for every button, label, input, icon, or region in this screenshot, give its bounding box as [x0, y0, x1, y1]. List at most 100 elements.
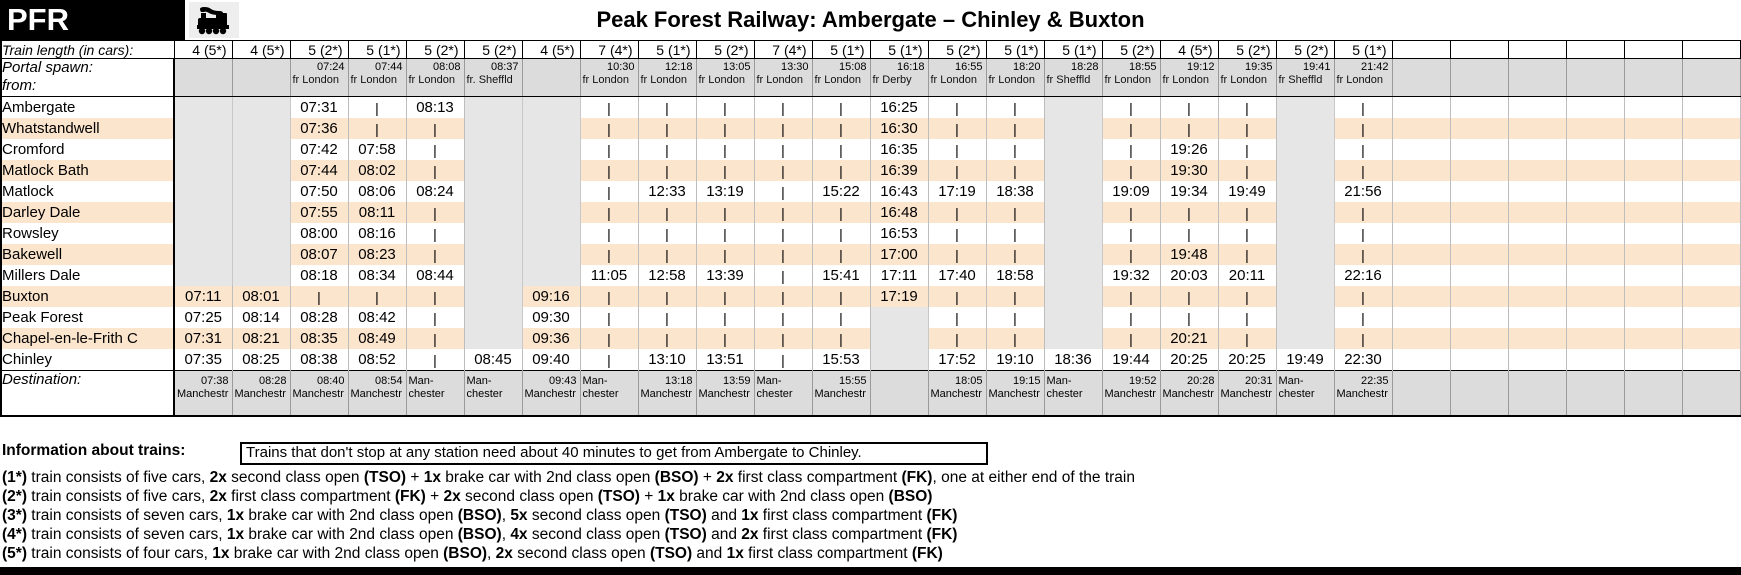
- portal-spawn-cell: 08:08 fr London: [406, 58, 465, 97]
- portal-from-label: from:: [2, 77, 37, 94]
- pass-through-cell: |: [754, 307, 813, 328]
- no-service-cell: [1044, 223, 1103, 244]
- time-cell: [1450, 286, 1509, 307]
- pass-through-cell: |: [406, 244, 465, 265]
- no-service-cell: [1276, 160, 1335, 181]
- destination-cell: 22:35 Manchestr: [1334, 370, 1393, 417]
- destination-cell: 19:15 Manchestr: [986, 370, 1045, 417]
- page-title: Peak Forest Railway: Ambergate – Chinley…: [596, 7, 1145, 32]
- pass-through-cell: |: [754, 118, 813, 139]
- no-service-cell: [464, 307, 523, 328]
- pass-through-cell: |: [580, 328, 639, 349]
- pass-through-cell: |: [1334, 307, 1393, 328]
- train-length-cell: 4 (5*): [231, 40, 291, 59]
- time-cell: 08:28: [290, 307, 349, 328]
- time-cell: 08:23: [348, 244, 407, 265]
- pass-through-cell: |: [580, 139, 639, 160]
- time-cell: 07:31: [174, 328, 233, 349]
- train-length-cell: 7 (4*): [753, 40, 813, 59]
- pass-through-cell: |: [696, 307, 755, 328]
- time-cell: [1392, 181, 1451, 202]
- no-service-cell: [522, 223, 581, 244]
- time-cell: 19:34: [1160, 181, 1219, 202]
- time-cell: [1682, 118, 1741, 139]
- destination-cell: 09:43 Manchestr: [522, 370, 581, 417]
- train-length-cell: 5 (1*): [869, 40, 929, 59]
- portal-spawn-cell: [1508, 58, 1567, 97]
- no-service-cell: [1276, 223, 1335, 244]
- time-cell: [1392, 118, 1451, 139]
- pass-through-cell: |: [638, 328, 697, 349]
- station-name: Whatstandwell: [1, 118, 175, 139]
- time-cell: [1450, 160, 1509, 181]
- time-cell: [1450, 244, 1509, 265]
- train-length-cell: 5 (1*): [1333, 40, 1393, 59]
- portal-spawn-cell: 21:42 fr London: [1334, 58, 1393, 97]
- time-cell: [1508, 265, 1567, 286]
- station-name: Buxton: [1, 286, 175, 307]
- time-cell: [1566, 139, 1625, 160]
- time-cell: 17:11: [870, 265, 929, 286]
- no-service-cell: [1044, 307, 1103, 328]
- no-service-cell: [1276, 96, 1335, 118]
- pass-through-cell: |: [928, 202, 987, 223]
- no-service-cell: [522, 181, 581, 202]
- pass-through-cell: |: [580, 160, 639, 181]
- time-cell: [1450, 118, 1509, 139]
- pass-through-cell: |: [1102, 118, 1161, 139]
- portal-spawn-cell: [174, 58, 233, 97]
- no-service-cell: [1276, 244, 1335, 265]
- time-cell: [1508, 328, 1567, 349]
- portal-spawn-cell: 18:20 fr London: [986, 58, 1045, 97]
- portal-spawn-cell: 13:05 fr London: [696, 58, 755, 97]
- time-cell: [1392, 96, 1451, 118]
- time-cell: [1508, 223, 1567, 244]
- time-cell: 08:35: [290, 328, 349, 349]
- pass-through-cell: |: [986, 139, 1045, 160]
- time-cell: 16:48: [870, 202, 929, 223]
- pass-through-cell: |: [1218, 118, 1277, 139]
- pass-through-cell: |: [406, 307, 465, 328]
- time-cell: 07:36: [290, 118, 349, 139]
- time-cell: 07:55: [290, 202, 349, 223]
- time-cell: 15:53: [812, 349, 871, 371]
- time-cell: [1624, 139, 1683, 160]
- no-service-cell: [232, 223, 291, 244]
- pass-through-cell: |: [1334, 244, 1393, 265]
- time-cell: 07:50: [290, 181, 349, 202]
- time-cell: 08:06: [348, 181, 407, 202]
- train-length-cell: [1507, 40, 1567, 59]
- train-length-cell: [1391, 40, 1451, 59]
- time-cell: [1682, 96, 1741, 118]
- station-name: Chinley: [1, 349, 175, 371]
- time-cell: [1508, 96, 1567, 118]
- pass-through-cell: |: [1102, 160, 1161, 181]
- no-service-cell: [1276, 328, 1335, 349]
- time-cell: [1508, 286, 1567, 307]
- pass-through-cell: |: [754, 202, 813, 223]
- destination-cell: [1392, 370, 1451, 417]
- pass-through-cell: |: [348, 96, 407, 118]
- time-cell: 07:42: [290, 139, 349, 160]
- time-cell: [1508, 160, 1567, 181]
- time-cell: 16:25: [870, 96, 929, 118]
- destination-cell: 20:31 Manchestr: [1218, 370, 1277, 417]
- time-cell: 22:16: [1334, 265, 1393, 286]
- pass-through-cell: |: [1334, 328, 1393, 349]
- time-cell: [1624, 286, 1683, 307]
- time-cell: [1392, 244, 1451, 265]
- destination-cell: 08:54 Manchestr: [348, 370, 407, 417]
- time-cell: 18:58: [986, 265, 1045, 286]
- train-length-cell: 5 (2*): [1101, 40, 1161, 59]
- time-cell: [1566, 244, 1625, 265]
- pass-through-cell: |: [812, 118, 871, 139]
- pass-through-cell: |: [696, 139, 755, 160]
- train-composition-note: (2*) train consists of five cars, 2x fir…: [2, 488, 933, 505]
- time-cell: 07:11: [174, 286, 233, 307]
- no-service-cell: [464, 286, 523, 307]
- pass-through-cell: |: [754, 139, 813, 160]
- train-composition-note: (4*) train consists of seven cars, 1x br…: [2, 526, 958, 543]
- time-cell: 13:51: [696, 349, 755, 371]
- train-length-cell: 5 (1*): [985, 40, 1045, 59]
- time-cell: 19:32: [1102, 265, 1161, 286]
